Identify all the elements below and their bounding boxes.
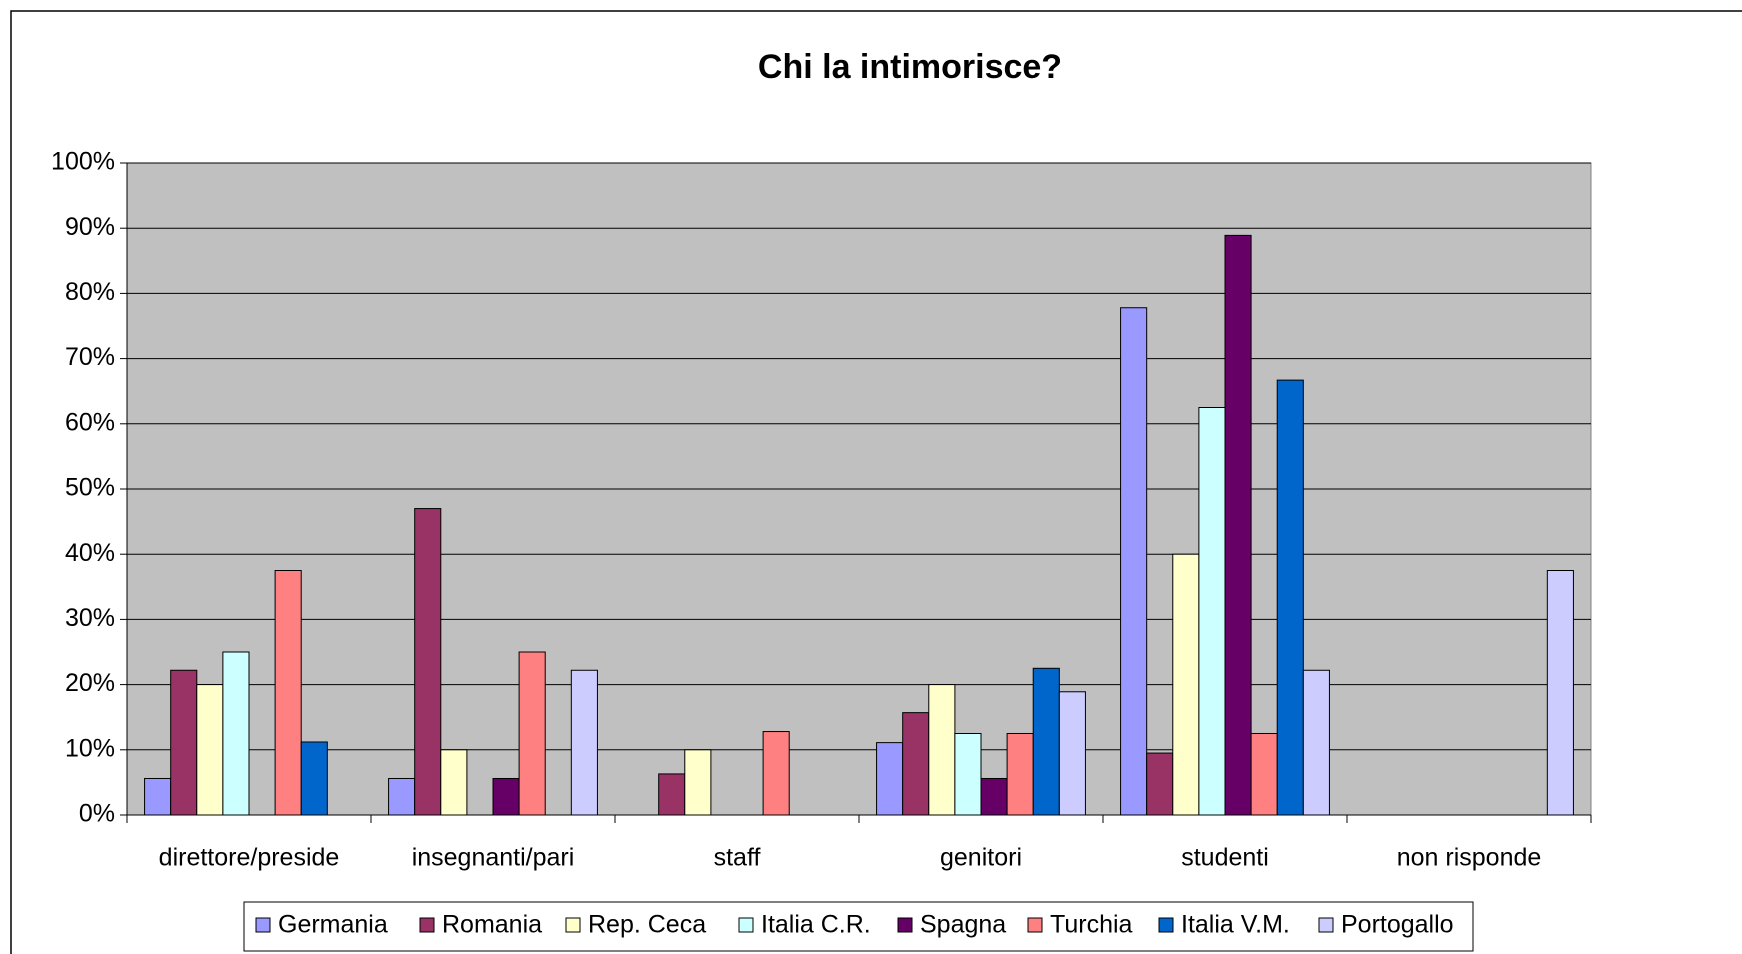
x-tick-label: studenti bbox=[1181, 844, 1269, 872]
y-tick-label: 0% bbox=[79, 800, 115, 828]
bar bbox=[1058, 691, 1086, 816]
bar bbox=[1146, 752, 1174, 816]
bar bbox=[1120, 307, 1148, 816]
bar bbox=[414, 508, 442, 816]
x-tick-label: genitori bbox=[940, 844, 1022, 872]
legend-swatch bbox=[565, 917, 581, 933]
bar bbox=[440, 749, 468, 816]
legend-swatch bbox=[255, 917, 271, 933]
bar bbox=[1250, 733, 1278, 816]
bar bbox=[170, 669, 198, 816]
legend-swatch bbox=[1318, 917, 1334, 933]
x-tick-label: non risponde bbox=[1397, 844, 1542, 872]
bar bbox=[222, 651, 250, 816]
legend-label: Italia C.R. bbox=[761, 911, 871, 939]
legend-label: Spagna bbox=[920, 911, 1006, 939]
bar bbox=[1032, 667, 1060, 816]
y-tick-label: 60% bbox=[65, 408, 115, 436]
y-tick-label: 90% bbox=[65, 213, 115, 241]
y-tick-label: 30% bbox=[65, 604, 115, 632]
x-tick-label: insegnanti/pari bbox=[412, 844, 575, 872]
bar bbox=[1172, 553, 1200, 816]
y-tick-label: 80% bbox=[65, 278, 115, 306]
bar bbox=[902, 712, 930, 816]
legend-label: Italia V.M. bbox=[1181, 911, 1290, 939]
bar bbox=[658, 773, 686, 816]
bar bbox=[1224, 234, 1252, 816]
legend-label: Romania bbox=[442, 911, 542, 939]
bar bbox=[684, 749, 712, 816]
bar bbox=[928, 684, 956, 816]
bar bbox=[876, 742, 904, 816]
bar bbox=[762, 731, 790, 816]
legend-swatch bbox=[1027, 917, 1043, 933]
bar bbox=[1198, 407, 1226, 816]
legend-swatch bbox=[897, 917, 913, 933]
legend-box bbox=[243, 901, 1474, 952]
y-tick-label: 50% bbox=[65, 474, 115, 502]
x-tick-label: staff bbox=[714, 844, 761, 872]
x-tick-label: direttore/preside bbox=[159, 844, 340, 872]
legend-label: Germania bbox=[278, 911, 388, 939]
bar bbox=[1276, 379, 1304, 816]
legend-label: Turchia bbox=[1050, 911, 1133, 939]
bar bbox=[388, 777, 416, 816]
bar bbox=[492, 777, 520, 816]
legend-swatch bbox=[738, 917, 754, 933]
y-tick-label: 20% bbox=[65, 669, 115, 697]
bar bbox=[1546, 570, 1574, 816]
chart-title: Chi la intimorisce? bbox=[758, 48, 1062, 86]
bar bbox=[570, 669, 598, 816]
legend-swatch bbox=[1158, 917, 1174, 933]
bar bbox=[1006, 733, 1034, 816]
y-tick-label: 40% bbox=[65, 539, 115, 567]
legend-label: Portogallo bbox=[1341, 911, 1454, 939]
bar bbox=[196, 684, 224, 816]
legend-swatch bbox=[419, 917, 435, 933]
bar bbox=[300, 741, 328, 816]
bar bbox=[274, 570, 302, 816]
bar bbox=[144, 777, 172, 816]
bar bbox=[980, 777, 1008, 816]
bar bbox=[954, 733, 982, 816]
y-tick-label: 10% bbox=[65, 734, 115, 762]
y-tick-label: 100% bbox=[51, 148, 115, 176]
legend-label: Rep. Ceca bbox=[588, 911, 706, 939]
bar bbox=[518, 651, 546, 816]
y-tick-label: 70% bbox=[65, 343, 115, 371]
bar bbox=[1302, 669, 1330, 816]
